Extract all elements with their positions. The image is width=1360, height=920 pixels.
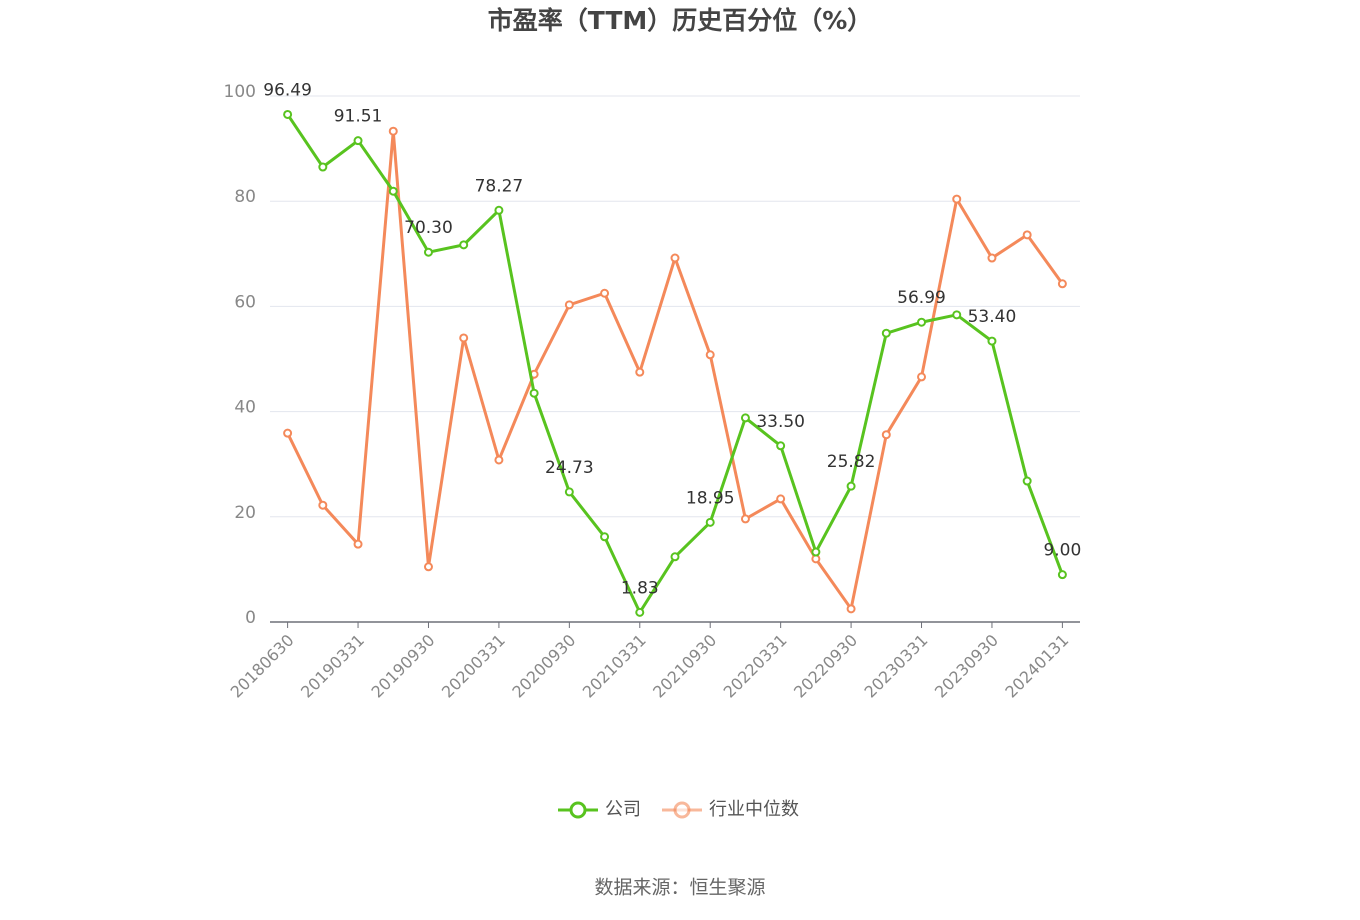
legend-marker bbox=[569, 801, 587, 819]
x-tick-label: 20200331 bbox=[438, 631, 509, 702]
point bbox=[529, 388, 539, 398]
x-tick-label: 20190930 bbox=[367, 631, 438, 702]
point bbox=[952, 310, 962, 320]
data-label: 33.50 bbox=[756, 412, 805, 432]
point bbox=[494, 205, 504, 215]
point bbox=[600, 288, 610, 298]
data-label: 18.95 bbox=[686, 488, 735, 508]
point bbox=[283, 109, 293, 119]
x-tick-label: 20230331 bbox=[861, 631, 932, 702]
point bbox=[388, 126, 398, 136]
data-label: 53.40 bbox=[968, 307, 1017, 327]
point bbox=[987, 336, 997, 346]
x-tick-label: 20220930 bbox=[790, 631, 861, 702]
point bbox=[670, 253, 680, 263]
point bbox=[846, 604, 856, 614]
point bbox=[635, 607, 645, 617]
data-label: 9.00 bbox=[1043, 541, 1081, 561]
data-label: 78.27 bbox=[475, 176, 524, 196]
point bbox=[318, 162, 328, 172]
point bbox=[811, 547, 821, 557]
legend-label: 行业中位数 bbox=[709, 799, 799, 820]
series-line bbox=[286, 113, 1064, 616]
point bbox=[459, 240, 469, 250]
point bbox=[1057, 570, 1067, 580]
point bbox=[670, 552, 680, 562]
point bbox=[881, 430, 891, 440]
x-tick-label: 20210331 bbox=[579, 631, 650, 702]
point bbox=[318, 500, 328, 510]
data-label: 24.73 bbox=[545, 458, 594, 478]
y-tick-label: 100 bbox=[224, 82, 256, 102]
data-label: 70.30 bbox=[404, 218, 453, 238]
point bbox=[459, 333, 469, 343]
point bbox=[635, 367, 645, 377]
point bbox=[740, 514, 750, 524]
x-tick-label: 20230930 bbox=[931, 631, 1002, 702]
data-label: 96.49 bbox=[263, 80, 312, 100]
point bbox=[494, 455, 504, 465]
data-label: 91.51 bbox=[334, 107, 383, 127]
source: 数据来源：恒生聚源 bbox=[594, 877, 765, 899]
point bbox=[705, 350, 715, 360]
point bbox=[1022, 476, 1032, 486]
data-label: 56.99 bbox=[897, 288, 946, 308]
point bbox=[987, 253, 997, 263]
point bbox=[564, 300, 574, 310]
point bbox=[846, 481, 856, 491]
legend-label: 公司 bbox=[605, 799, 641, 820]
y-tick-label: 0 bbox=[245, 608, 256, 628]
point bbox=[881, 328, 891, 338]
y-tick-label: 20 bbox=[234, 503, 256, 523]
point bbox=[353, 136, 363, 146]
point bbox=[705, 517, 715, 527]
x-tick-label: 20180630 bbox=[227, 631, 298, 702]
point bbox=[388, 186, 398, 196]
x-tick-label: 20220331 bbox=[720, 631, 791, 702]
x-tick-label: 20210930 bbox=[649, 631, 720, 702]
point bbox=[917, 372, 927, 382]
point bbox=[353, 539, 363, 549]
series-line bbox=[286, 131, 1064, 613]
point bbox=[564, 487, 574, 497]
chart-title: 市盈率（TTM）历史百分位（%） bbox=[488, 6, 873, 35]
point bbox=[917, 317, 927, 327]
y-tick-label: 60 bbox=[234, 292, 256, 312]
data-label: 25.82 bbox=[827, 452, 876, 472]
point bbox=[1022, 230, 1032, 240]
y-tick-label: 80 bbox=[234, 187, 256, 207]
x-tick-label: 20190331 bbox=[297, 631, 368, 702]
point bbox=[776, 441, 786, 451]
point bbox=[283, 428, 293, 438]
point bbox=[952, 194, 962, 204]
x-tick-label: 20200930 bbox=[508, 631, 579, 702]
x-tick-label: 20240131 bbox=[1001, 631, 1072, 702]
point bbox=[423, 562, 433, 572]
point bbox=[423, 247, 433, 257]
y-tick-label: 40 bbox=[234, 398, 256, 418]
point bbox=[776, 494, 786, 504]
data-label: 1.83 bbox=[621, 578, 659, 598]
point bbox=[1057, 279, 1067, 289]
point bbox=[740, 413, 750, 423]
legend-marker bbox=[673, 801, 691, 819]
point bbox=[600, 532, 610, 542]
